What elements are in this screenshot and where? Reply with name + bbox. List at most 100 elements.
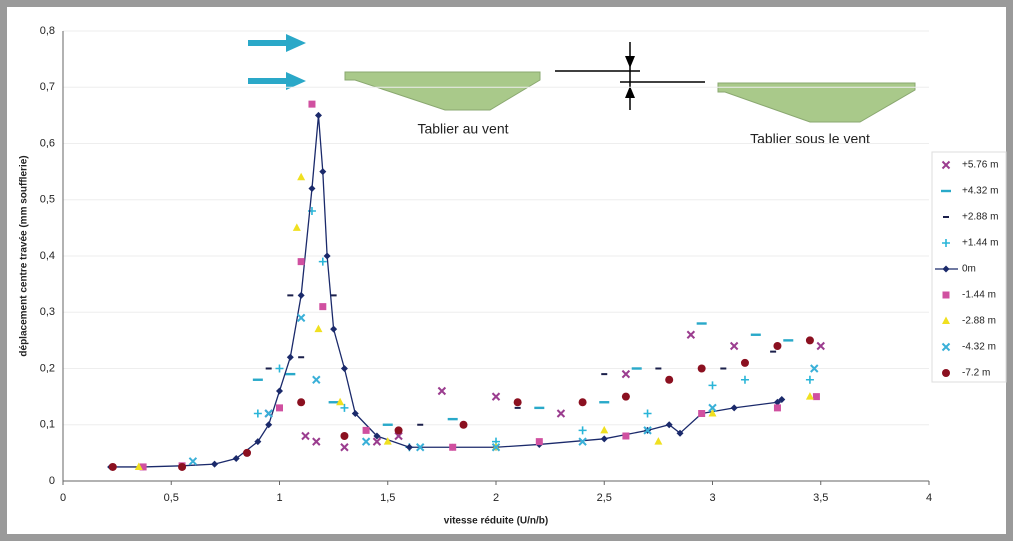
legend-label: +1.44 m xyxy=(962,238,998,249)
legend-label: 0m xyxy=(962,264,976,275)
point xyxy=(292,223,301,231)
point xyxy=(631,367,642,370)
y-tick-label: 0,7 xyxy=(40,81,55,93)
point xyxy=(276,404,283,412)
point xyxy=(373,432,381,440)
point xyxy=(698,410,706,417)
legend-label: -7.2 m xyxy=(962,368,990,379)
point xyxy=(730,404,738,412)
point xyxy=(942,239,950,247)
x-tick-label: 4 xyxy=(926,492,932,504)
point xyxy=(394,426,403,435)
point xyxy=(328,401,339,404)
point xyxy=(491,443,501,452)
point xyxy=(351,410,359,417)
point xyxy=(514,406,521,409)
point xyxy=(599,401,610,404)
point xyxy=(810,364,819,373)
point xyxy=(941,160,951,170)
point xyxy=(696,322,707,325)
legend-label: -1.44 m xyxy=(962,290,996,301)
point xyxy=(265,367,272,370)
offset-symbol xyxy=(555,42,705,110)
point xyxy=(578,437,587,446)
y-tick-label: 0,6 xyxy=(40,137,55,149)
point xyxy=(534,406,545,410)
point xyxy=(601,373,608,376)
point xyxy=(362,426,370,434)
point xyxy=(578,398,587,407)
annotation: Tablier sous le vent xyxy=(750,131,870,147)
point xyxy=(621,392,630,401)
y-tick-label: 0 xyxy=(49,475,55,487)
point xyxy=(729,341,739,351)
point xyxy=(643,426,652,435)
deck-leeward xyxy=(717,82,916,123)
point xyxy=(773,404,781,412)
point xyxy=(298,356,305,359)
point xyxy=(459,420,468,429)
point xyxy=(686,330,696,339)
point xyxy=(287,294,294,297)
point xyxy=(340,432,349,440)
point xyxy=(773,398,781,406)
point xyxy=(556,409,566,418)
point xyxy=(600,425,609,434)
point xyxy=(665,375,674,384)
point xyxy=(447,417,458,421)
arrow-head xyxy=(625,86,635,98)
point xyxy=(264,409,273,418)
x-tick-label: 2 xyxy=(493,492,499,504)
point xyxy=(297,172,306,181)
point xyxy=(600,435,608,443)
point xyxy=(340,365,348,372)
point xyxy=(942,369,950,377)
x-tick-label: 2,5 xyxy=(597,492,612,504)
point xyxy=(297,258,305,266)
point xyxy=(770,350,777,353)
legend-label: +5.76 m xyxy=(962,160,998,171)
point xyxy=(319,303,327,311)
point xyxy=(449,443,457,451)
y-tick-label: 0,4 xyxy=(40,250,55,262)
point xyxy=(740,358,749,367)
annotation: Tablier au vent xyxy=(417,121,508,137)
point xyxy=(314,111,322,119)
point xyxy=(382,423,393,426)
point xyxy=(314,324,323,333)
point xyxy=(812,393,820,401)
point xyxy=(188,457,198,466)
point xyxy=(720,367,727,370)
legend-label: +4.32 m xyxy=(962,186,998,197)
y-tick-label: 0,1 xyxy=(40,419,55,431)
point xyxy=(340,443,349,452)
point xyxy=(323,252,331,260)
legend-label: -2.88 m xyxy=(962,316,996,327)
y-tick-label: 0,8 xyxy=(40,25,55,37)
arrow-head xyxy=(625,56,635,68)
x-tick-label: 0 xyxy=(60,492,66,504)
point xyxy=(805,375,814,384)
point xyxy=(297,291,305,299)
point xyxy=(361,437,371,446)
point xyxy=(578,426,587,435)
point xyxy=(275,364,284,373)
point xyxy=(286,353,294,361)
point xyxy=(297,398,306,407)
y-tick-label: 0,5 xyxy=(40,194,55,206)
point xyxy=(372,437,382,446)
point xyxy=(405,443,413,451)
legend-box xyxy=(931,151,1007,383)
point xyxy=(211,460,219,468)
point xyxy=(941,342,951,352)
point xyxy=(330,294,337,297)
point xyxy=(134,462,143,470)
point xyxy=(417,423,424,426)
point xyxy=(621,369,631,379)
point xyxy=(308,100,316,108)
legend-label: +2.88 m xyxy=(962,212,998,223)
point xyxy=(643,409,652,418)
point xyxy=(330,325,338,333)
point xyxy=(312,437,321,446)
